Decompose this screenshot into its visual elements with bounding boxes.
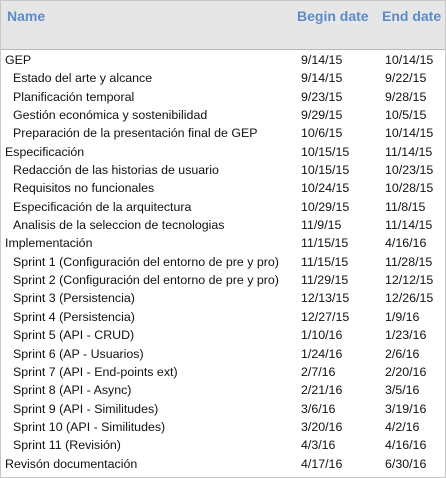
task-name: Sprint 7 (API - End-points ext) (13, 364, 178, 379)
task-end-date: 12/12/15 (385, 273, 434, 288)
subtask-row[interactable]: Sprint 3 (Persistencia) 12/13/15 12/26/15 (1, 289, 445, 307)
task-end-date: 11/14/15 (385, 218, 433, 233)
subtask-row[interactable]: Sprint 9 (API - Similitudes) 3/6/16 3/19/1… (1, 400, 445, 418)
task-begin-date: 2/21/16 (301, 383, 343, 398)
task-end-date: 2/6/16 (385, 346, 420, 361)
task-name: Revisón documentación (5, 456, 138, 471)
subtask-row[interactable]: Requisitos no funcionales 10/24/15 10/28/1… (1, 179, 445, 197)
task-name: Estado del arte y alcance (13, 71, 153, 86)
task-begin-date: 4/17/16 (301, 456, 343, 471)
task-end-date: 4/2/16 (385, 419, 420, 434)
task-group-row[interactable]: Revisón documentación 4/17/16 6/30/16 (1, 455, 445, 473)
task-end-date: 6/30/16 (385, 456, 427, 471)
task-name: Sprint 1 (Configuración del entorno de p… (13, 254, 279, 269)
column-header-name[interactable]: Name (7, 8, 46, 24)
task-name: Analisis de la seleccion de tecnologias (13, 218, 225, 233)
subtask-row[interactable]: Sprint 5 (API - CRUD) 1/10/16 1/23/16 (1, 326, 445, 344)
task-end-date: 11/28/15 (385, 254, 433, 269)
task-end-date: 10/5/15 (385, 108, 427, 123)
subtask-row[interactable]: Analisis de la seleccion de tecnologias 1… (1, 216, 445, 234)
task-begin-date: 10/6/15 (301, 126, 343, 141)
subtask-row[interactable]: Sprint 7 (API - End-points ext) 2/7/16 2/2… (1, 363, 445, 381)
task-name: Requisitos no funcionales (13, 181, 155, 196)
task-begin-date: 9/14/15 (301, 71, 343, 86)
task-end-date: 12/26/15 (385, 291, 434, 306)
task-begin-date: 1/10/16 (301, 328, 343, 343)
task-end-date: 11/14/15 (385, 144, 433, 159)
task-begin-date: 11/29/15 (301, 273, 349, 288)
subtask-row[interactable]: Especificación de la arquitectura 10/29/1… (1, 198, 445, 216)
subtask-row[interactable]: Sprint 10 (API - Similitudes) 3/20/16 4/2/… (1, 418, 445, 436)
task-end-date: 2/20/16 (385, 364, 427, 379)
task-name: Especificación (5, 144, 85, 159)
subtask-row[interactable]: Redacción de las historias de usuario 10/… (1, 161, 445, 179)
task-end-date: 10/14/15 (385, 53, 434, 67)
subtask-row[interactable]: Planificación temporal 9/23/15 9/28/15 (1, 88, 445, 106)
task-end-date: 3/19/16 (385, 401, 427, 416)
task-end-date: 11/8/15 (385, 199, 426, 214)
task-end-date: 10/14/15 (385, 126, 434, 141)
task-name: Sprint 9 (API - Similitudes) (13, 401, 159, 416)
task-name: Preparación de la presentación final de … (13, 126, 258, 141)
subtask-row[interactable]: Estado del arte y alcance 9/14/15 9/22/15 (1, 69, 445, 87)
task-name: Sprint 2 (Configuración del entorno de p… (13, 273, 279, 288)
task-end-date: 4/16/16 (385, 236, 427, 251)
task-end-date: 9/22/15 (385, 71, 427, 86)
task-end-date: 3/5/16 (385, 383, 420, 398)
task-begin-date: 11/9/15 (301, 218, 342, 233)
task-end-date: 10/28/15 (385, 181, 434, 196)
task-name: GEP (5, 53, 32, 67)
task-begin-date: 10/15/15 (301, 144, 350, 159)
subtask-row[interactable]: Sprint 11 (Revisión) 4/3/16 4/16/16 (1, 436, 445, 454)
subtask-row[interactable]: Sprint 8 (API - Async) 2/21/16 3/5/16 (1, 381, 445, 399)
task-end-date: 10/23/15 (385, 163, 434, 178)
task-name: Sprint 11 (Revisión) (13, 438, 121, 453)
table-body: GEP 9/14/15 10/14/15 Estado del arte y alca… (1, 51, 445, 473)
task-name: Implementación (5, 236, 93, 251)
task-name: Sprint 3 (Persistencia) (13, 291, 135, 306)
task-begin-date: 3/20/16 (301, 419, 343, 434)
task-group-row[interactable]: Implementación 11/15/15 4/16/16 (1, 234, 445, 252)
subtask-row[interactable]: Sprint 1 (Configuración del entorno de p… (1, 253, 445, 271)
task-name: Sprint 4 (Persistencia) (13, 309, 135, 324)
subtask-row[interactable]: Preparación de la presentación final de … (1, 124, 445, 142)
task-begin-date: 12/27/15 (301, 309, 350, 324)
task-group-row[interactable]: GEP 9/14/15 10/14/15 (1, 51, 445, 69)
task-begin-date: 1/24/16 (301, 346, 343, 361)
task-name: Sprint 5 (API - CRUD) (13, 328, 135, 343)
subtask-row[interactable]: Gestión económica y sostenibilidad 9/29/1… (1, 106, 445, 124)
task-name: Sprint 10 (API - Similitudes) (13, 419, 166, 434)
subtask-row[interactable]: Sprint 2 (Configuración del entorno de p… (1, 271, 445, 289)
task-begin-date: 4/3/16 (301, 438, 336, 453)
subtask-row[interactable]: Sprint 6 (AP - Usuarios) 1/24/16 2/6/16 (1, 345, 445, 363)
task-name: Gestión económica y sostenibilidad (13, 108, 208, 123)
task-begin-date: 3/6/16 (301, 401, 336, 416)
task-end-date: 9/28/15 (385, 89, 427, 104)
column-header-end-date[interactable]: End date (382, 8, 442, 24)
table-header: Name Begin date End date (1, 1, 445, 50)
task-name: Planificación temporal (13, 89, 135, 104)
task-begin-date: 10/15/15 (301, 163, 350, 178)
task-begin-date: 10/24/15 (301, 181, 350, 196)
task-begin-date: 9/23/15 (301, 89, 343, 104)
subtask-row[interactable]: Sprint 4 (Persistencia) 12/27/15 1/9/16 (1, 308, 445, 326)
task-end-date: 1/9/16 (385, 309, 420, 324)
task-end-date: 1/23/16 (385, 328, 427, 343)
task-begin-date: 11/15/15 (301, 254, 349, 269)
task-begin-date: 2/7/16 (301, 364, 336, 379)
task-begin-date: 10/29/15 (301, 199, 350, 214)
column-header-begin-date[interactable]: Begin date (297, 8, 369, 24)
task-end-date: 4/16/16 (385, 438, 427, 453)
task-name: Especificación de la arquitectura (13, 199, 192, 214)
task-begin-date: 9/14/15 (301, 53, 343, 67)
task-begin-date: 12/13/15 (301, 291, 350, 306)
task-name: Sprint 8 (API - Async) (13, 383, 132, 398)
task-begin-date: 9/29/15 (301, 108, 343, 123)
task-group-row[interactable]: Especificación 10/15/15 11/14/15 (1, 143, 445, 161)
task-name: Sprint 6 (AP - Usuarios) (13, 346, 144, 361)
task-name: Redacción de las historias de usuario (13, 163, 219, 178)
task-begin-date: 11/15/15 (301, 236, 349, 251)
